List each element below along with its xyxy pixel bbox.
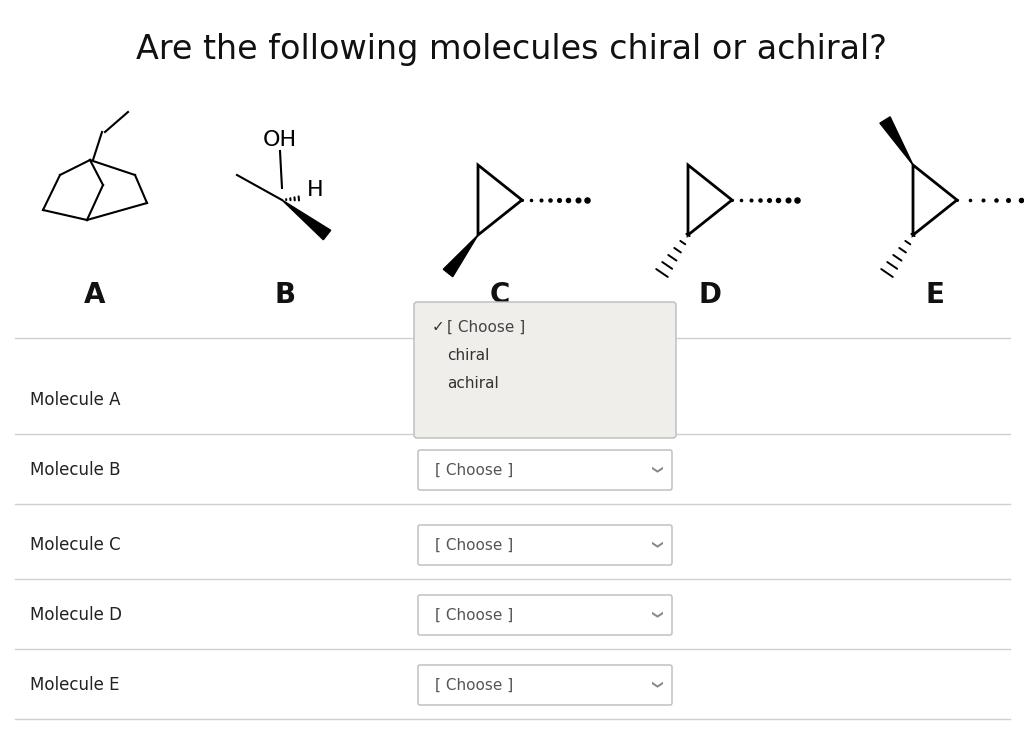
FancyBboxPatch shape: [418, 450, 672, 490]
Text: [ Choose ]: [ Choose ]: [435, 393, 513, 408]
Text: chiral: chiral: [447, 347, 489, 362]
FancyBboxPatch shape: [414, 302, 676, 438]
Text: A: A: [84, 281, 105, 309]
Text: Molecule E: Molecule E: [30, 676, 120, 694]
Text: ✓: ✓: [432, 319, 444, 335]
Text: Molecule C: Molecule C: [30, 536, 121, 554]
FancyBboxPatch shape: [418, 525, 672, 565]
Text: ❯: ❯: [649, 395, 660, 405]
Text: D: D: [698, 281, 722, 309]
Text: Are the following molecules chiral or achiral?: Are the following molecules chiral or ac…: [136, 33, 888, 66]
Text: achiral: achiral: [447, 376, 499, 391]
Text: ❯: ❯: [649, 540, 660, 550]
Polygon shape: [443, 235, 478, 277]
Text: [ Choose ]: [ Choose ]: [435, 537, 513, 553]
Text: H: H: [306, 180, 324, 200]
Text: C: C: [489, 281, 510, 309]
Text: OH: OH: [263, 130, 297, 150]
Text: Molecule D: Molecule D: [30, 606, 122, 624]
Text: [ Choose ]: [ Choose ]: [435, 463, 513, 478]
Text: ❯: ❯: [649, 610, 660, 620]
Polygon shape: [880, 117, 913, 165]
FancyBboxPatch shape: [418, 665, 672, 705]
Text: Molecule A: Molecule A: [30, 391, 121, 409]
FancyBboxPatch shape: [418, 595, 672, 635]
Text: [ Choose ]: [ Choose ]: [435, 608, 513, 623]
Text: B: B: [274, 281, 296, 309]
Text: Molecule B: Molecule B: [30, 461, 121, 479]
Polygon shape: [282, 200, 331, 240]
Text: [ Choose ]: [ Choose ]: [435, 678, 513, 693]
FancyBboxPatch shape: [418, 380, 672, 420]
Text: ❯: ❯: [649, 680, 660, 690]
Text: ❯: ❯: [649, 465, 660, 475]
Text: [ Choose ]: [ Choose ]: [447, 319, 525, 335]
Text: E: E: [926, 281, 944, 309]
